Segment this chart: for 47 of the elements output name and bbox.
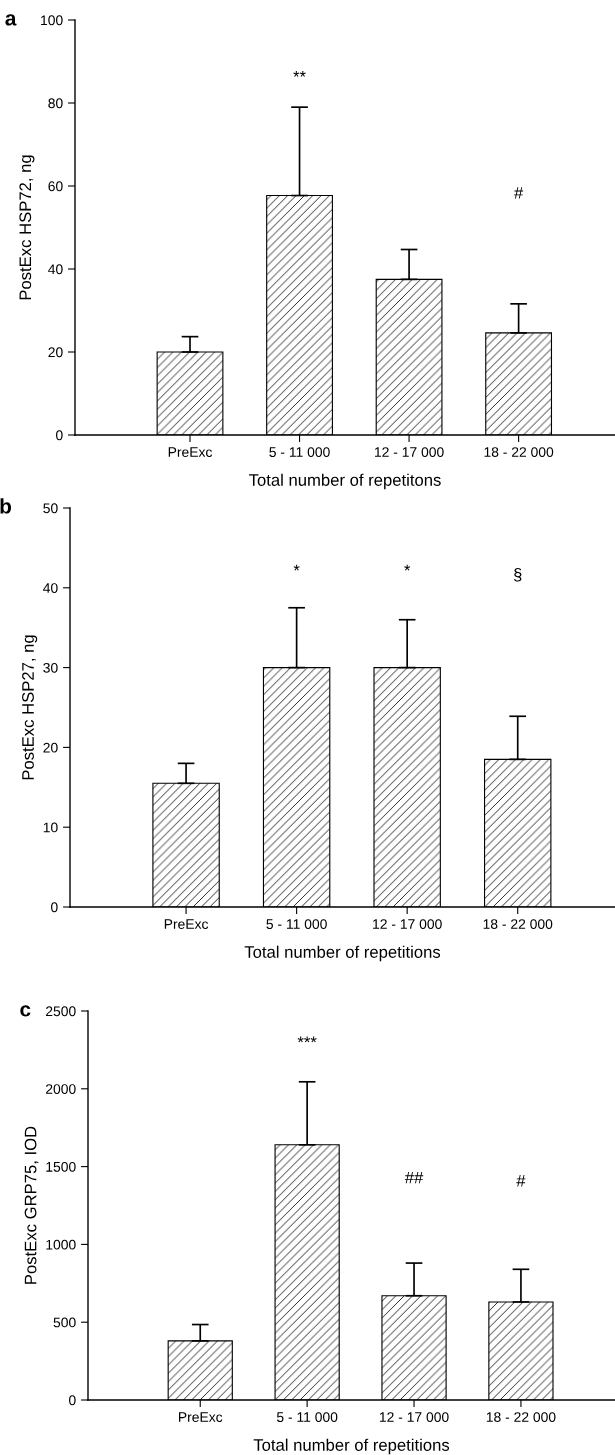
y-tick-label: 40	[48, 264, 63, 275]
x-tick-label: 18 - 22 000	[483, 919, 553, 930]
chart-title: b	[0, 498, 12, 514]
annotation: ***	[297, 1036, 317, 1043]
y-axis-title: PostExc HSP27, ng	[22, 635, 38, 780]
x-axis-title: Total number of repetitons	[249, 473, 441, 490]
y-tick-label: 0	[69, 1395, 76, 1406]
x-tick-label: 5 - 11 000	[269, 447, 330, 458]
y-tick-label: 60	[48, 181, 63, 192]
x-tick-label: 12 - 17 000	[375, 447, 444, 458]
y-axis-title: PostExc GRP75, IOD	[24, 1126, 39, 1284]
y-tick-label: 0	[56, 430, 63, 441]
x-tick-label: PreExc	[179, 1412, 223, 1423]
y-tick-label: 1000	[46, 1239, 76, 1250]
y-axis-title: PostExc HSP72, ng	[19, 155, 35, 300]
annotation: *	[404, 564, 411, 571]
y-tick-label: 2000	[46, 1084, 76, 1094]
annotation: §	[514, 568, 522, 582]
x-tick-label: PreExc	[164, 919, 209, 930]
x-tick-label: 18 - 22 000	[486, 1412, 556, 1423]
x-axis-title: Total number of repetitions	[244, 945, 441, 962]
y-tick-label: 50	[43, 503, 58, 514]
x-tick-label: 18 - 22 000	[484, 447, 554, 458]
y-tick-label: 30	[43, 662, 58, 673]
x-tick-label: 12 - 17 000	[373, 919, 442, 930]
y-tick-label: 80	[48, 98, 63, 109]
x-axis-title: Total number of repetitions	[253, 1438, 450, 1455]
y-tick-label: 0	[51, 902, 58, 913]
annotation: **	[293, 70, 306, 77]
x-tick-label: 12 - 17 000	[379, 1412, 449, 1423]
y-tick-label: 40	[43, 583, 58, 593]
y-tick-label: 500	[53, 1317, 76, 1328]
x-tick-label: 5 - 11 000	[276, 1412, 338, 1423]
y-tick-label: 100	[41, 15, 63, 26]
y-tick-label: 20	[48, 347, 63, 358]
annotation: #	[514, 187, 524, 199]
annotation: #	[516, 1175, 526, 1187]
y-tick-label: 10	[43, 822, 58, 833]
y-tick-label: 20	[43, 742, 58, 753]
annotation: ##	[404, 1171, 424, 1184]
x-tick-label: PreExc	[168, 447, 213, 458]
chart-title: c	[20, 1005, 31, 1017]
chart-title: a	[5, 14, 17, 26]
annotation: *	[293, 564, 300, 571]
y-tick-label: 1500	[46, 1161, 76, 1172]
y-tick-label: 2500	[46, 1006, 76, 1017]
x-tick-label: 5 - 11 000	[266, 919, 327, 930]
